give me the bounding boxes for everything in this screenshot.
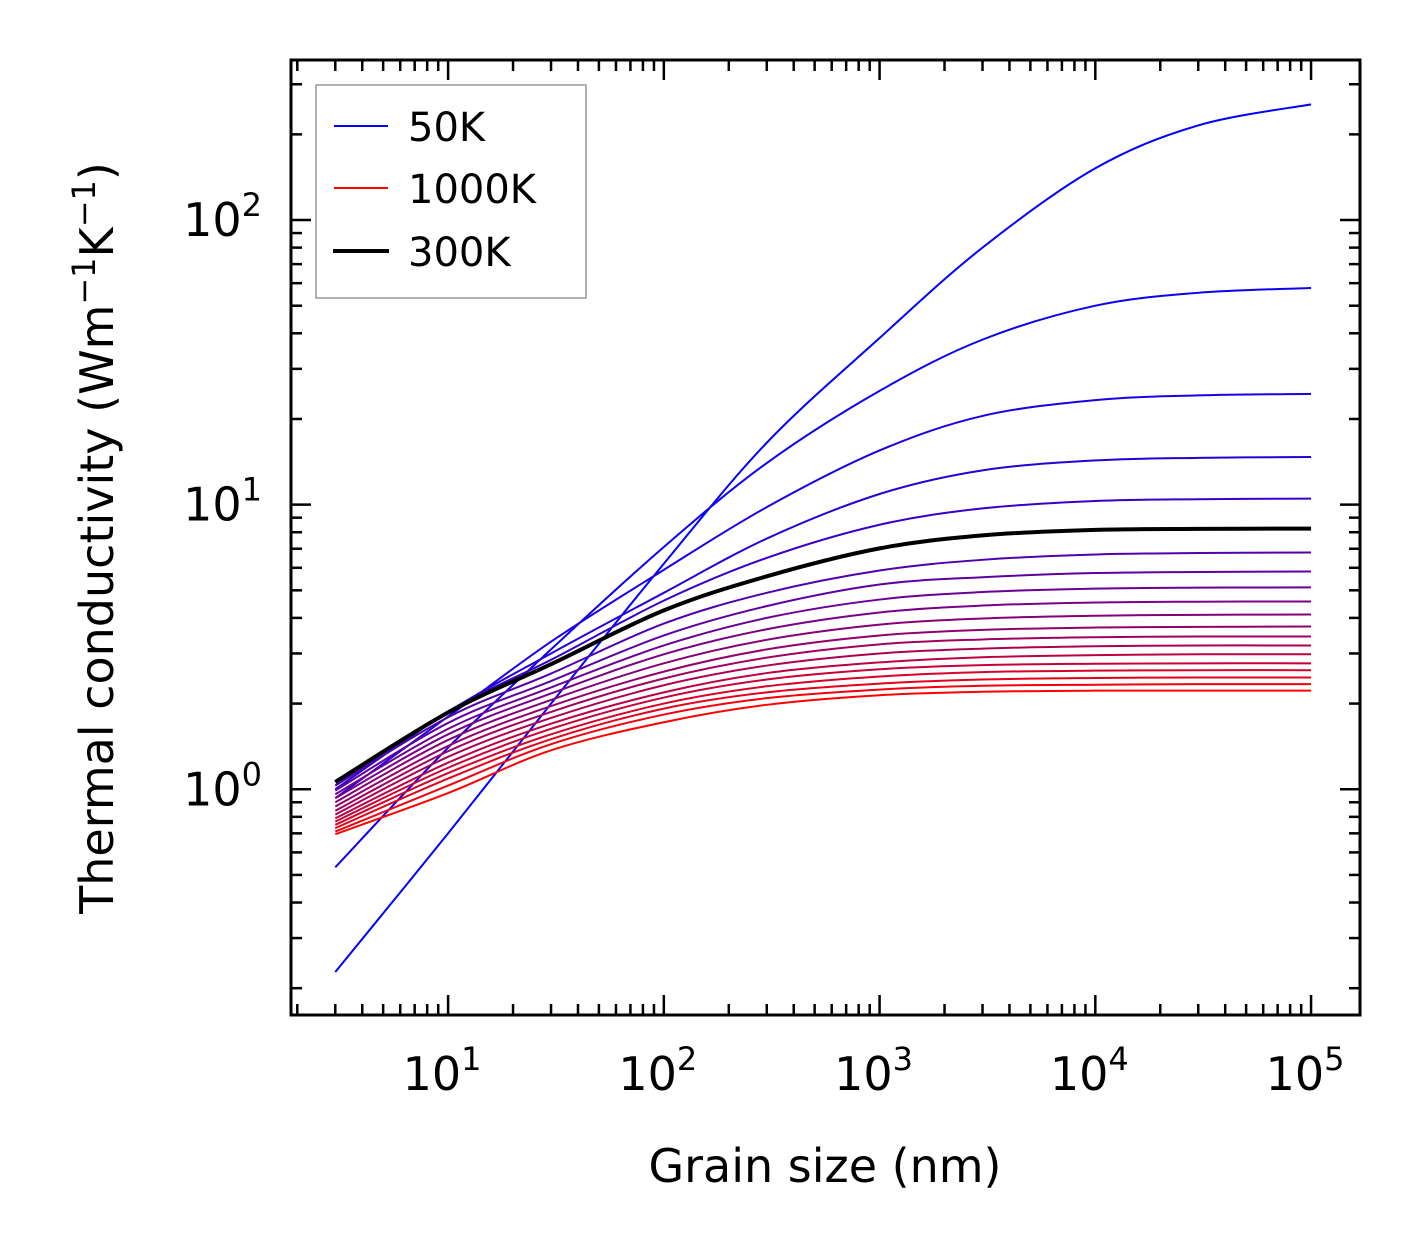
series-line-800k xyxy=(334,662,1312,823)
series-line-500k xyxy=(334,600,1312,800)
y-tick-exponent: 2 xyxy=(242,186,262,224)
x-tick-base: 10 xyxy=(834,1047,893,1101)
series-line-1000k xyxy=(334,689,1312,836)
y-axis-label-exp2: −1 xyxy=(65,180,103,227)
legend-label-50k: 50K xyxy=(408,105,487,151)
x-axis-label: Grain size (nm) xyxy=(649,1139,1002,1193)
y-axis-label-suffix: ) xyxy=(70,162,124,180)
y-tick-label: 100 xyxy=(183,755,262,816)
y-tick-label: 101 xyxy=(183,471,262,532)
x-tick-exponent: 3 xyxy=(893,1040,913,1078)
y-tick-base: 10 xyxy=(183,478,242,532)
series-line-50k xyxy=(334,103,1312,973)
x-tick-base: 10 xyxy=(1266,1047,1325,1101)
series-line-900k xyxy=(334,676,1312,830)
series-line-200k xyxy=(334,456,1312,791)
x-tick-label: 102 xyxy=(618,1040,697,1101)
x-tick-exponent: 5 xyxy=(1324,1040,1344,1078)
series-line-450k xyxy=(334,586,1312,796)
legend: 50K 1000K 300K xyxy=(315,84,587,299)
y-axis-label: Thermal conductivity (Wm−1K−1) xyxy=(65,162,124,915)
series-line-350k xyxy=(334,551,1312,787)
x-tick-base: 10 xyxy=(618,1047,677,1101)
legend-label-1000k: 1000K xyxy=(408,167,538,213)
series-line-700k xyxy=(334,644,1312,816)
legend-box xyxy=(315,84,587,299)
y-axis-label-mid: K xyxy=(70,225,124,257)
x-tick-exponent: 4 xyxy=(1108,1040,1128,1078)
y-tick-exponent: 1 xyxy=(242,471,262,509)
series-layer xyxy=(334,103,1312,973)
series-line-750k xyxy=(334,653,1312,820)
plot-frame xyxy=(289,58,1362,1017)
y-tick-base: 10 xyxy=(183,193,242,247)
y-tick-exponent: 0 xyxy=(242,755,262,793)
x-tick-label: 101 xyxy=(403,1040,482,1101)
x-tick-base: 10 xyxy=(403,1047,462,1101)
series-line-600k xyxy=(334,625,1312,808)
series-line-950k xyxy=(334,683,1312,833)
legend-label-300k: 300K xyxy=(408,230,512,276)
x-tick-label: 105 xyxy=(1266,1040,1345,1101)
x-tick-labels: 101 102 103 104 105 xyxy=(403,1040,1345,1101)
x-tick-label: 104 xyxy=(1050,1040,1129,1101)
series-line-400k xyxy=(334,570,1312,792)
x-tick-exponent: 1 xyxy=(461,1040,481,1078)
series-line-250k xyxy=(334,497,1312,787)
series-line-650k xyxy=(334,635,1312,812)
y-axis-label-prefix: Thermal conductivity (Wm xyxy=(70,305,124,915)
x-tick-label: 103 xyxy=(834,1040,913,1101)
series-line-550k xyxy=(334,613,1312,804)
y-tick-base: 10 xyxy=(183,762,242,816)
x-tick-base: 10 xyxy=(1050,1047,1109,1101)
series-line-150k xyxy=(334,392,1312,800)
x-tick-exponent: 2 xyxy=(677,1040,697,1078)
series-line-100k xyxy=(334,287,1312,868)
ticks-layer xyxy=(291,60,1360,1015)
y-tick-label: 102 xyxy=(183,186,262,247)
series-line-850k xyxy=(334,669,1312,826)
y-axis-label-exp1: −1 xyxy=(65,257,103,304)
series-line-300k xyxy=(334,526,1312,784)
